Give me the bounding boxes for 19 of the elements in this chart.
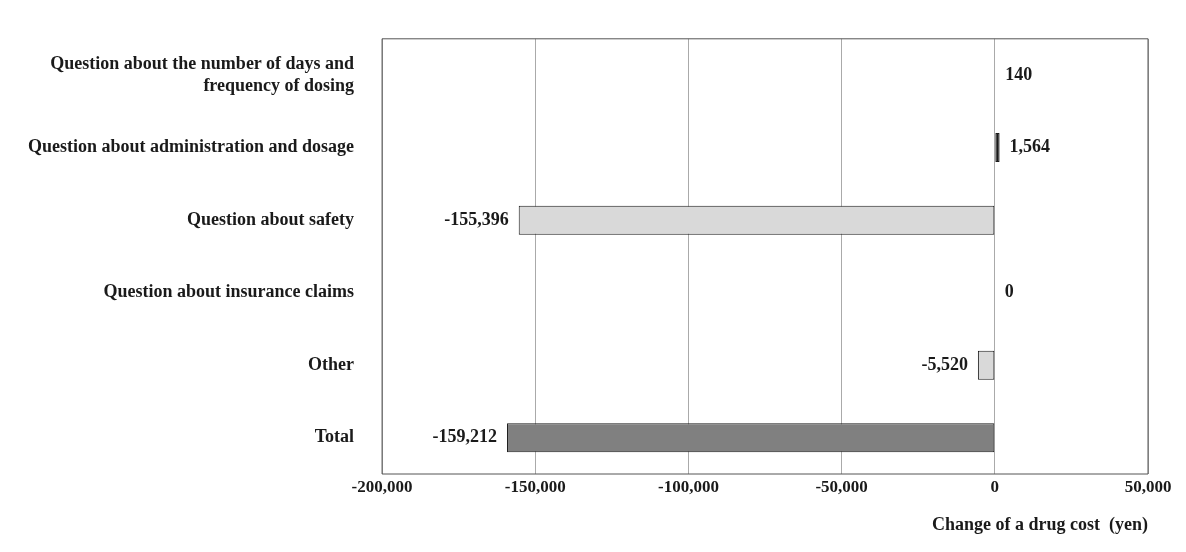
- data-label: 0: [1004, 281, 1014, 302]
- x-tick-label: -100,000: [657, 476, 719, 496]
- data-label: 1,564: [1009, 136, 1051, 157]
- x-tick-label: -150,000: [504, 476, 566, 496]
- x-tick-label: 50,000: [1124, 476, 1172, 496]
- y-tick-label: Total: [314, 426, 355, 447]
- data-label: -5,520: [921, 353, 968, 374]
- y-tick-label: Question about administration and dosage: [27, 136, 355, 157]
- x-tick-label: 0: [990, 476, 1000, 496]
- x-axis-title: Change of a drug cost (yen): [932, 513, 1148, 535]
- y-tick-label: Question about the number of days and frequency of dosing: [50, 52, 355, 95]
- y-tick-label: Other: [308, 353, 355, 374]
- data-label: 140: [1005, 63, 1033, 84]
- y-tick-label: Question about insurance claims: [103, 281, 355, 302]
- y-tick-label: Question about safety: [187, 208, 355, 229]
- data-label: -155,396: [444, 208, 509, 229]
- x-tick-label: -200,000: [351, 476, 413, 496]
- data-label: -159,212: [432, 426, 498, 447]
- x-tick-label: -50,000: [815, 476, 868, 496]
